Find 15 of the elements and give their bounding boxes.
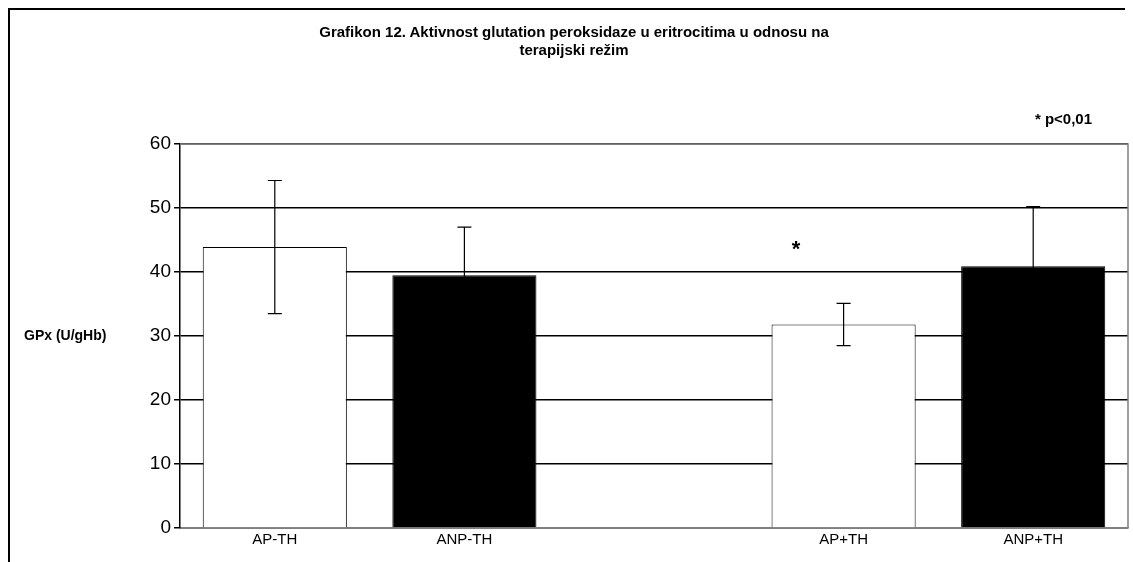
x-tick-label: AP-TH (252, 530, 298, 548)
y-tick-label: 50 (149, 196, 171, 218)
y-axis-title: GPx (U/gHb) (24, 326, 107, 343)
x-tick-label: ANP-TH (436, 530, 493, 548)
annotation: * (791, 236, 801, 262)
text: * p<0,01 (1034, 110, 1092, 128)
y-tick-label: 20 (149, 388, 171, 410)
x-tick-label: AP+TH (819, 530, 868, 548)
chart-title: Grafikon 12. Aktivnost glutation peroksidaze u eritrocitima u odnosu na terapijski režim (319, 23, 830, 59)
y-tick-label: 40 (149, 260, 171, 282)
y-tick-label: 30 (149, 324, 171, 346)
y-tick-label: 0 (160, 516, 171, 538)
x-tick-label: ANP+TH (1003, 530, 1063, 548)
y-tick-label: 10 (149, 452, 171, 474)
y-tick-label: 60 (149, 132, 171, 154)
